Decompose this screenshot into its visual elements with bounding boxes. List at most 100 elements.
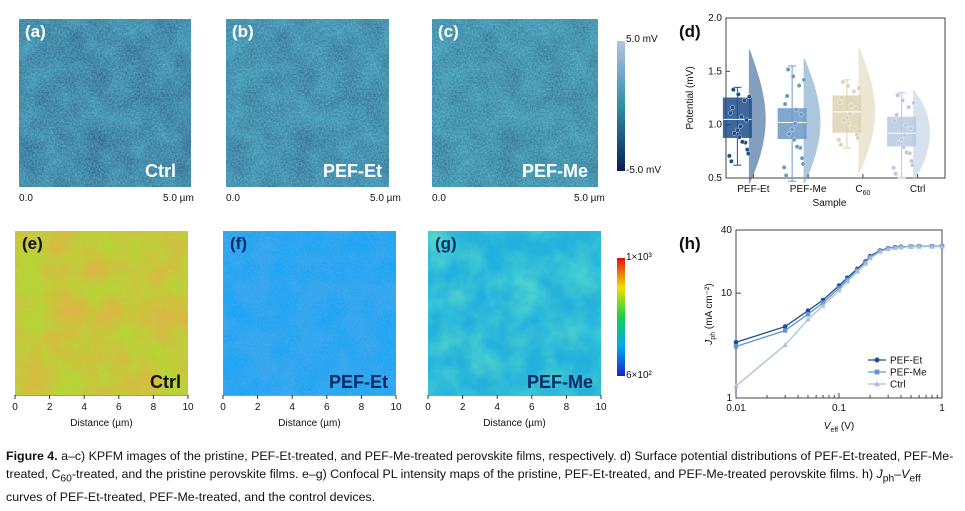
kpfm-scale-start-a: 0.0 xyxy=(19,193,33,204)
point-Ctrl xyxy=(836,287,842,293)
pl-x-tick-label: 10 xyxy=(182,402,194,413)
pl-label-ctrl: Ctrl xyxy=(150,372,181,392)
data-point-PEF-Me xyxy=(794,144,800,150)
data-point-PEF-Me xyxy=(789,126,795,132)
panel-letter-h: (h) xyxy=(679,234,701,253)
data-point-PEF-Et xyxy=(728,158,734,164)
data-point-PEF-Me xyxy=(793,107,799,113)
point-Ctrl xyxy=(820,302,826,308)
legend-label-PEF-Me: PEF-Me xyxy=(890,368,927,379)
data-point-PEF-Me xyxy=(796,83,802,88)
data-point-Ctrl xyxy=(892,118,898,124)
box-y-tick-label: 2.0 xyxy=(708,13,722,24)
pl-x-tick-label: 10 xyxy=(390,402,402,413)
pl-label-pef-et: PEF-Et xyxy=(329,372,389,392)
point-Ctrl xyxy=(782,342,788,348)
pl-colorbar-top: 1×10³ xyxy=(626,252,652,263)
caption-j: J xyxy=(876,467,883,481)
panel-letter-b: (b) xyxy=(232,22,254,41)
point-PEF-Me xyxy=(733,344,739,349)
point-PEF-Et xyxy=(805,308,811,313)
x-tick-base: PEF-Et xyxy=(737,184,769,195)
violin-half-Ctrl xyxy=(913,89,930,182)
pl-colorbar xyxy=(617,258,625,376)
kpfm-colorbar xyxy=(617,41,625,171)
series-line-PEF-Me xyxy=(735,245,942,348)
data-point-PEF-Me xyxy=(786,131,792,137)
point-PEF-Me xyxy=(805,311,811,317)
data-point-PEF-Me xyxy=(800,161,806,167)
kpfm-label-pef-et: PEF-Et xyxy=(323,161,383,181)
point-PEF-Me xyxy=(782,328,788,333)
pl-x-tick-label: 8 xyxy=(564,402,570,413)
data-point-C60 xyxy=(840,79,846,85)
data-point-PEF-Me xyxy=(792,121,798,127)
series-line-PEF-Et xyxy=(735,245,942,343)
jv-y-label-sub: ph xyxy=(710,332,717,340)
point-Ctrl xyxy=(908,243,914,249)
panel-letter-c: (c) xyxy=(438,22,459,41)
data-point-PEF-Et xyxy=(726,153,732,159)
data-point-C60 xyxy=(836,137,842,143)
jv-y-tick-label: 1 xyxy=(726,393,732,404)
data-point-C60 xyxy=(841,117,847,123)
jv-y-label-j: J xyxy=(704,339,715,346)
pl-x-tick-label: 8 xyxy=(359,402,365,413)
jv-x-label-v: V xyxy=(824,421,832,432)
caption-part2: -treated, and the pristine perovskite fi… xyxy=(71,467,877,481)
panel-letter-e: (e) xyxy=(22,234,43,253)
kpfm-scale-start-b: 0.0 xyxy=(226,193,240,204)
kpfm-label-pef-me: PEF-Me xyxy=(522,161,589,181)
x-tick-base: C xyxy=(855,184,862,195)
legend-label-Ctrl: Ctrl xyxy=(890,380,906,391)
data-point-Ctrl xyxy=(901,144,907,150)
violin-half-PEF-Et xyxy=(748,49,766,184)
panel-letter-f: (f) xyxy=(230,234,247,253)
kpfm-scale-start-c: 0.0 xyxy=(432,193,446,204)
caption-part3: curves of PEF-Et-treated, PEF-Me-treated… xyxy=(6,490,376,505)
pl-x-tick-label: 2 xyxy=(255,402,261,413)
point-Ctrl xyxy=(892,245,898,250)
caption-dash: – xyxy=(894,467,902,481)
pl-map-ctrl xyxy=(15,231,188,395)
data-point-C60 xyxy=(851,89,857,94)
point-Ctrl xyxy=(805,316,811,322)
panel-letter-d: (d) xyxy=(679,22,701,41)
data-point-Ctrl xyxy=(893,171,899,177)
caption-label: Figure 4. xyxy=(6,449,58,463)
pl-label-pef-me: PEF-Me xyxy=(527,372,594,392)
box-x-tick-label-PEF-Me: PEF-Me xyxy=(790,184,827,195)
kpfm-colorbar-top: 5.0 mV xyxy=(626,34,658,45)
x-tick-base: PEF-Me xyxy=(790,184,827,195)
point-Ctrl xyxy=(885,246,891,252)
panel-letter-g: (g) xyxy=(435,234,457,253)
pl-x-axis-label: Distance (µm) xyxy=(483,418,545,429)
pl-x-tick-label: 6 xyxy=(116,402,122,413)
data-point-Ctrl xyxy=(911,100,917,106)
point-PEF-Et xyxy=(782,324,788,329)
data-point-PEF-Me xyxy=(781,164,787,170)
legend-label-PEF-Et: PEF-Et xyxy=(890,356,922,367)
data-point-C60 xyxy=(848,103,854,109)
pl-x-tick-label: 4 xyxy=(494,402,500,413)
potential-box-chart: 0.5 1.0 1.5 2.0 Potential (mV) PEF-Et PEF-Me C6… xyxy=(685,13,946,209)
jv-x-axis-label: Veff (V) xyxy=(824,421,854,434)
jv-y-tick-label: 40 xyxy=(721,225,733,236)
data-point-Ctrl xyxy=(903,122,909,128)
jv-x-tick-label: 0.1 xyxy=(832,403,846,414)
caption-part1: a–c) KPFM images of the pristine, PEF-Et… xyxy=(6,449,954,481)
data-point-PEF-Me xyxy=(798,111,804,117)
data-point-Ctrl xyxy=(910,162,916,168)
data-point-PEF-Et xyxy=(739,139,745,145)
pl-x-tick-label: 2 xyxy=(47,402,53,413)
point-Ctrl xyxy=(844,278,850,284)
data-point-C60 xyxy=(847,111,853,117)
kpfm-scale-end-c: 5.0 µm xyxy=(574,193,605,204)
caption-vsub: eff xyxy=(909,473,921,485)
data-point-PEF-Et xyxy=(736,134,742,140)
box-y-tick-label: 1.0 xyxy=(708,120,722,131)
pl-map-pef-me xyxy=(428,231,601,395)
point-Ctrl xyxy=(916,243,922,249)
pl-x-tick-label: 6 xyxy=(324,402,330,413)
pl-colorbar-bottom: 6×10² xyxy=(626,370,652,381)
